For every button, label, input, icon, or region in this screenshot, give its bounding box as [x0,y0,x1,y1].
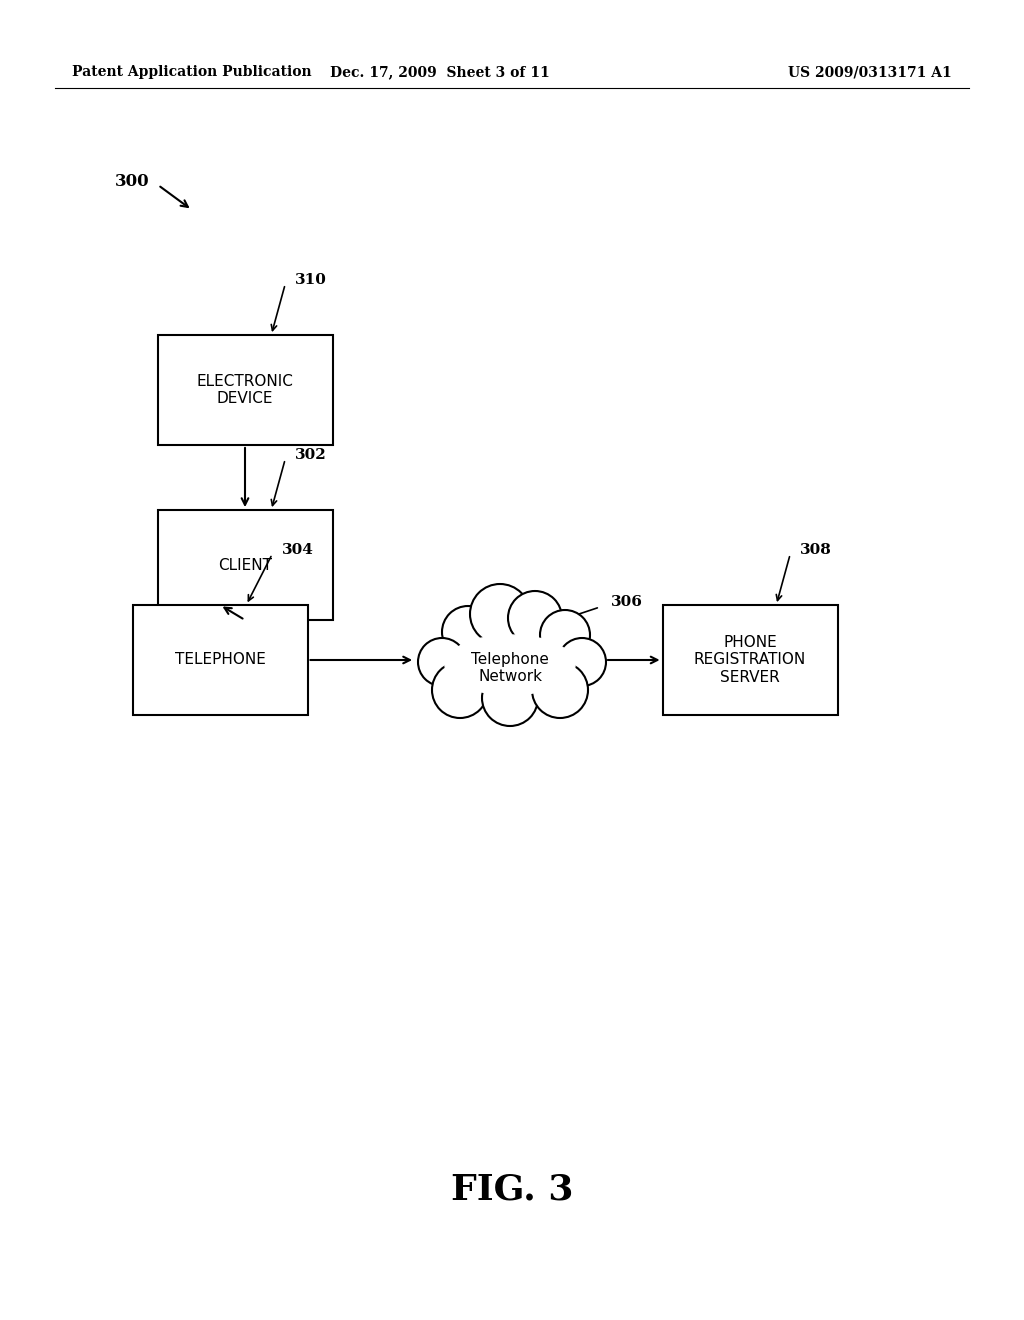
Circle shape [418,638,466,686]
Text: US 2009/0313171 A1: US 2009/0313171 A1 [788,65,952,79]
Text: TELEPHONE: TELEPHONE [174,652,265,668]
Circle shape [432,663,488,718]
Text: 304: 304 [283,543,314,557]
Circle shape [540,610,590,660]
Bar [663,605,838,715]
Text: 308: 308 [800,543,833,557]
Text: PHONE
REGISTRATION
SERVER: PHONE REGISTRATION SERVER [694,635,806,685]
Text: Patent Application Publication: Patent Application Publication [72,65,311,79]
Text: Dec. 17, 2009  Sheet 3 of 11: Dec. 17, 2009 Sheet 3 of 11 [331,65,550,79]
Ellipse shape [437,627,583,702]
Circle shape [442,606,494,657]
Circle shape [558,638,606,686]
Circle shape [418,638,466,686]
Circle shape [482,671,538,726]
Text: ELECTRONIC
DEVICE: ELECTRONIC DEVICE [197,374,294,407]
Circle shape [470,583,530,644]
Circle shape [508,591,562,645]
Circle shape [508,591,562,645]
Text: 310: 310 [295,273,327,286]
Circle shape [442,606,494,657]
Text: 306: 306 [611,595,643,609]
Text: 302: 302 [295,447,327,462]
Bar [132,605,307,715]
Circle shape [470,583,530,644]
Text: Telephone
Network: Telephone Network [471,652,549,684]
Circle shape [432,663,488,718]
Text: CLIENT: CLIENT [218,557,272,573]
Circle shape [540,610,590,660]
Bar [158,335,333,445]
Circle shape [532,663,588,718]
Circle shape [532,663,588,718]
Text: 300: 300 [115,173,150,190]
Ellipse shape [445,635,575,696]
Circle shape [558,638,606,686]
Circle shape [482,671,538,726]
Text: FIG. 3: FIG. 3 [451,1173,573,1206]
Bar [158,510,333,620]
